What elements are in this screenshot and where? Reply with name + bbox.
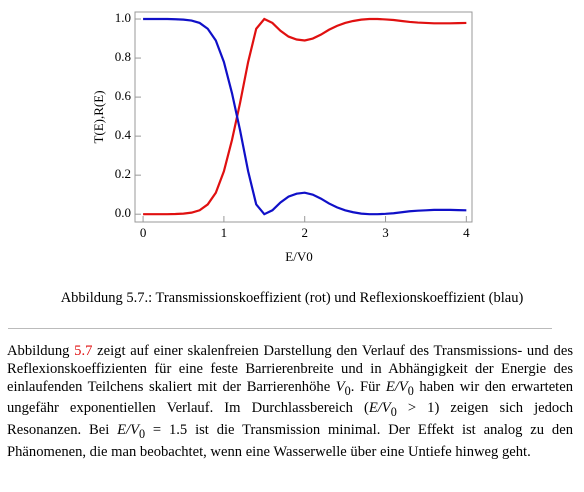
x-tick-label: 4: [463, 225, 470, 240]
text-segment: zeigt auf einer skalenfreien Darstellung…: [7, 343, 573, 395]
text-segment: E/V: [385, 378, 408, 395]
x-tick-label: 2: [301, 225, 308, 240]
curve: [143, 17, 467, 216]
separator: [8, 328, 552, 329]
text-segment: 0: [390, 405, 397, 420]
curve: [143, 17, 467, 216]
y-tick-label: 0.2: [115, 166, 131, 181]
text-segment: E/V: [117, 422, 139, 438]
text-segment: E/V: [368, 400, 391, 417]
x-tick-label: 3: [382, 225, 389, 240]
x-tick-label: 0: [140, 225, 147, 240]
text-segment: haben wir den erwarteten ungefähr expone…: [7, 378, 574, 417]
chart: E/V0 T(E),R(E) 0.0 0.2 0.4 0.6 0.8 1.0 0 1 2 3 4: [91, 10, 473, 264]
y-tick-label: 0.0: [115, 205, 131, 220]
plot-frame: [134, 11, 473, 223]
figure-caption: Abbildung 5.7.: Transmissionskoeffizient…: [60, 290, 524, 306]
text-segment: Abbildung: [7, 343, 75, 359]
y-axis-label: T(E),R(E): [91, 90, 106, 143]
text-segment: 0: [139, 426, 146, 441]
y-tick-label: 0.6: [115, 88, 132, 103]
body-text: Abbildung 5.7 zeigt auf einer skalenfrei…: [7, 343, 573, 462]
text-segment: . Für: [350, 378, 386, 395]
figure-reference[interactable]: 5.7: [74, 343, 93, 359]
y-tick-label: 0.4: [115, 127, 132, 142]
text-segment: = 1.5 ist die Transmission minimal. Der …: [7, 422, 573, 460]
text-segment: V: [335, 378, 345, 395]
text-segment: > 1) zeigen sich jedoch Resonanzen. Bei: [7, 400, 573, 438]
y-tick-label: 1.0: [115, 10, 131, 25]
x-tick-label: 1: [221, 225, 228, 240]
text-segment: 0: [344, 383, 351, 398]
text-segment: 0: [407, 383, 414, 398]
x-axis-label: E/V0: [285, 249, 312, 264]
y-tick-label: 0.8: [115, 49, 131, 64]
